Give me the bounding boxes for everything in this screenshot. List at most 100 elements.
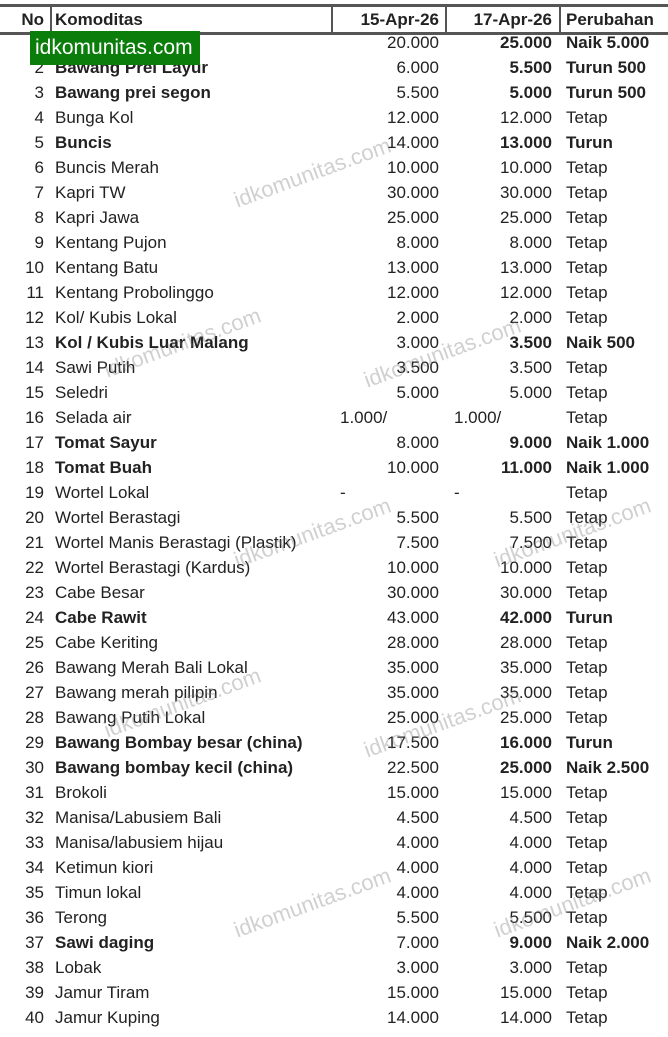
- commodity-name: Buncis: [55, 133, 112, 152]
- price-date-a: 30.000: [387, 183, 439, 202]
- price-date-a: 15.000: [387, 783, 439, 802]
- commodity-name: Manisa/labusiem hijau: [55, 833, 224, 852]
- commodity-name: Kentang Pujon: [55, 233, 167, 252]
- commodity-name: Bawang bombay kecil (china): [55, 758, 294, 777]
- table-row: 21 Wortel Manis Berastagi (Plastik) 7.500 7…: [0, 530, 668, 555]
- table-row: 3 Bawang prei segon 5.500 5.000 Turun 500: [0, 80, 668, 105]
- table-row: 24 Cabe Rawit 43.000 42.000 Turun: [0, 605, 668, 630]
- price-date-b: 3.500: [509, 333, 552, 352]
- price-change: Naik 1.000: [566, 433, 650, 452]
- table-row: 38 Lobak 3.000 3.000 Tetap: [0, 955, 668, 980]
- price-change: Turun: [566, 133, 613, 152]
- price-date-b: 3.000: [509, 958, 552, 977]
- commodity-name: Kapri TW: [55, 183, 126, 202]
- table-row: 32 Manisa/Labusiem Bali 4.500 4.500 Tetap: [0, 805, 668, 830]
- price-change: Turun 500: [566, 83, 646, 102]
- price-date-a: 7.000: [396, 933, 439, 952]
- table-row: 6 Buncis Merah 10.000 10.000 Tetap: [0, 155, 668, 180]
- price-change: Tetap: [566, 908, 608, 927]
- price-date-b: 2.000: [509, 308, 552, 327]
- table-row: 36 Terong 5.500 5.500 Tetap: [0, 905, 668, 930]
- price-change: Tetap: [566, 583, 608, 602]
- price-date-b: 5.500: [509, 908, 552, 927]
- commodity-name: Bawang Bombay besar (china): [55, 733, 303, 752]
- table-row: 33 Manisa/labusiem hijau 4.000 4.000 Tetap: [0, 830, 668, 855]
- row-number: 27: [25, 683, 44, 702]
- site-logo: idkomunitas.com: [30, 31, 200, 65]
- price-date-a: 4.000: [396, 858, 439, 877]
- price-date-a: 35.000: [387, 683, 439, 702]
- table-row: 28 Bawang Putih Lokal 25.000 25.000 Tetap: [0, 705, 668, 730]
- price-change: Tetap: [566, 808, 608, 827]
- table-row: 17 Tomat Sayur 8.000 9.000 Naik 1.000: [0, 430, 668, 455]
- commodity-name: Bawang Merah Bali Lokal: [55, 658, 248, 677]
- header-komoditas: Komoditas: [55, 10, 143, 29]
- price-date-a: 7.500: [396, 533, 439, 552]
- table-row: 15 Seledri 5.000 5.000 Tetap: [0, 380, 668, 405]
- row-number: 35: [25, 883, 44, 902]
- column-divider: [559, 7, 561, 32]
- price-date-a: 6.000: [396, 58, 439, 77]
- table-row: 26 Bawang Merah Bali Lokal 35.000 35.000 Tet…: [0, 655, 668, 680]
- row-number: 37: [25, 933, 44, 952]
- price-date-b: 8.000: [509, 233, 552, 252]
- column-divider: [331, 7, 333, 32]
- commodity-name: Cabe Rawit: [55, 608, 147, 627]
- price-change: Tetap: [566, 558, 608, 577]
- commodity-name: Selada air: [55, 408, 132, 427]
- price-date-b: -: [454, 483, 460, 502]
- row-number: 30: [25, 758, 44, 777]
- commodity-name: Kentang Batu: [55, 258, 159, 277]
- price-change: Turun 500: [566, 58, 646, 77]
- price-change: Naik 2.500: [566, 758, 650, 777]
- commodity-name: Seledri: [55, 383, 108, 402]
- price-date-a: 8.000: [396, 433, 439, 452]
- price-date-a: 8.000: [396, 233, 439, 252]
- price-date-a: 5.500: [396, 908, 439, 927]
- price-change: Tetap: [566, 283, 608, 302]
- price-change: Tetap: [566, 183, 608, 202]
- price-date-b: 7.500: [509, 533, 552, 552]
- row-number: 12: [25, 308, 44, 327]
- row-number: 7: [34, 183, 44, 202]
- row-number: 8: [34, 208, 44, 227]
- table-row: 12 Kol/ Kubis Lokal 2.000 2.000 Tetap: [0, 305, 668, 330]
- row-number: 14: [25, 358, 44, 377]
- table-row: 7 Kapri TW 30.000 30.000 Tetap: [0, 180, 668, 205]
- price-date-a: 3.500: [396, 358, 439, 377]
- commodity-name: Jamur Kuping: [55, 1008, 160, 1027]
- price-date-b: 9.000: [509, 433, 552, 452]
- price-change: Tetap: [566, 858, 608, 877]
- table-row: 20 Wortel Berastagi 5.500 5.500 Tetap: [0, 505, 668, 530]
- header-date-b: 17-Apr-26: [473, 10, 552, 29]
- header-perubahan: Perubahan: [566, 10, 654, 29]
- row-number: 22: [25, 558, 44, 577]
- price-date-b: 25.000: [500, 208, 552, 227]
- price-date-b: 5.000: [509, 83, 552, 102]
- table-row: 22 Wortel Berastagi (Kardus) 10.000 10.000 T…: [0, 555, 668, 580]
- row-number: 3: [34, 83, 44, 102]
- price-date-b: 5.500: [509, 508, 552, 527]
- price-date-a: 4.500: [396, 808, 439, 827]
- commodity-name: Wortel Berastagi: [55, 508, 181, 527]
- row-number: 38: [25, 958, 44, 977]
- header-date-a: 15-Apr-26: [360, 10, 439, 29]
- column-divider: [50, 7, 52, 32]
- row-number: 25: [25, 633, 44, 652]
- row-number: 18: [25, 458, 44, 477]
- row-number: 13: [25, 333, 44, 352]
- table-row: 5 Buncis 14.000 13.000 Turun: [0, 130, 668, 155]
- price-date-b: 11.000: [500, 458, 552, 477]
- price-date-a: 1.000/: [340, 408, 388, 427]
- commodity-name: Ketimun kiori: [55, 858, 154, 877]
- row-number: 10: [25, 258, 44, 277]
- row-number: 28: [25, 708, 44, 727]
- price-date-b: 15.000: [500, 983, 552, 1002]
- price-date-a: 5.500: [396, 508, 439, 527]
- table-row: 31 Brokoli 15.000 15.000 Tetap: [0, 780, 668, 805]
- table-row: 34 Ketimun kiori 4.000 4.000 Tetap: [0, 855, 668, 880]
- table-row: 14 Sawi Putih 3.500 3.500 Tetap: [0, 355, 668, 380]
- price-date-b: 30.000: [500, 183, 552, 202]
- commodity-name: Brokoli: [55, 783, 107, 802]
- price-date-a: 13.000: [387, 258, 439, 277]
